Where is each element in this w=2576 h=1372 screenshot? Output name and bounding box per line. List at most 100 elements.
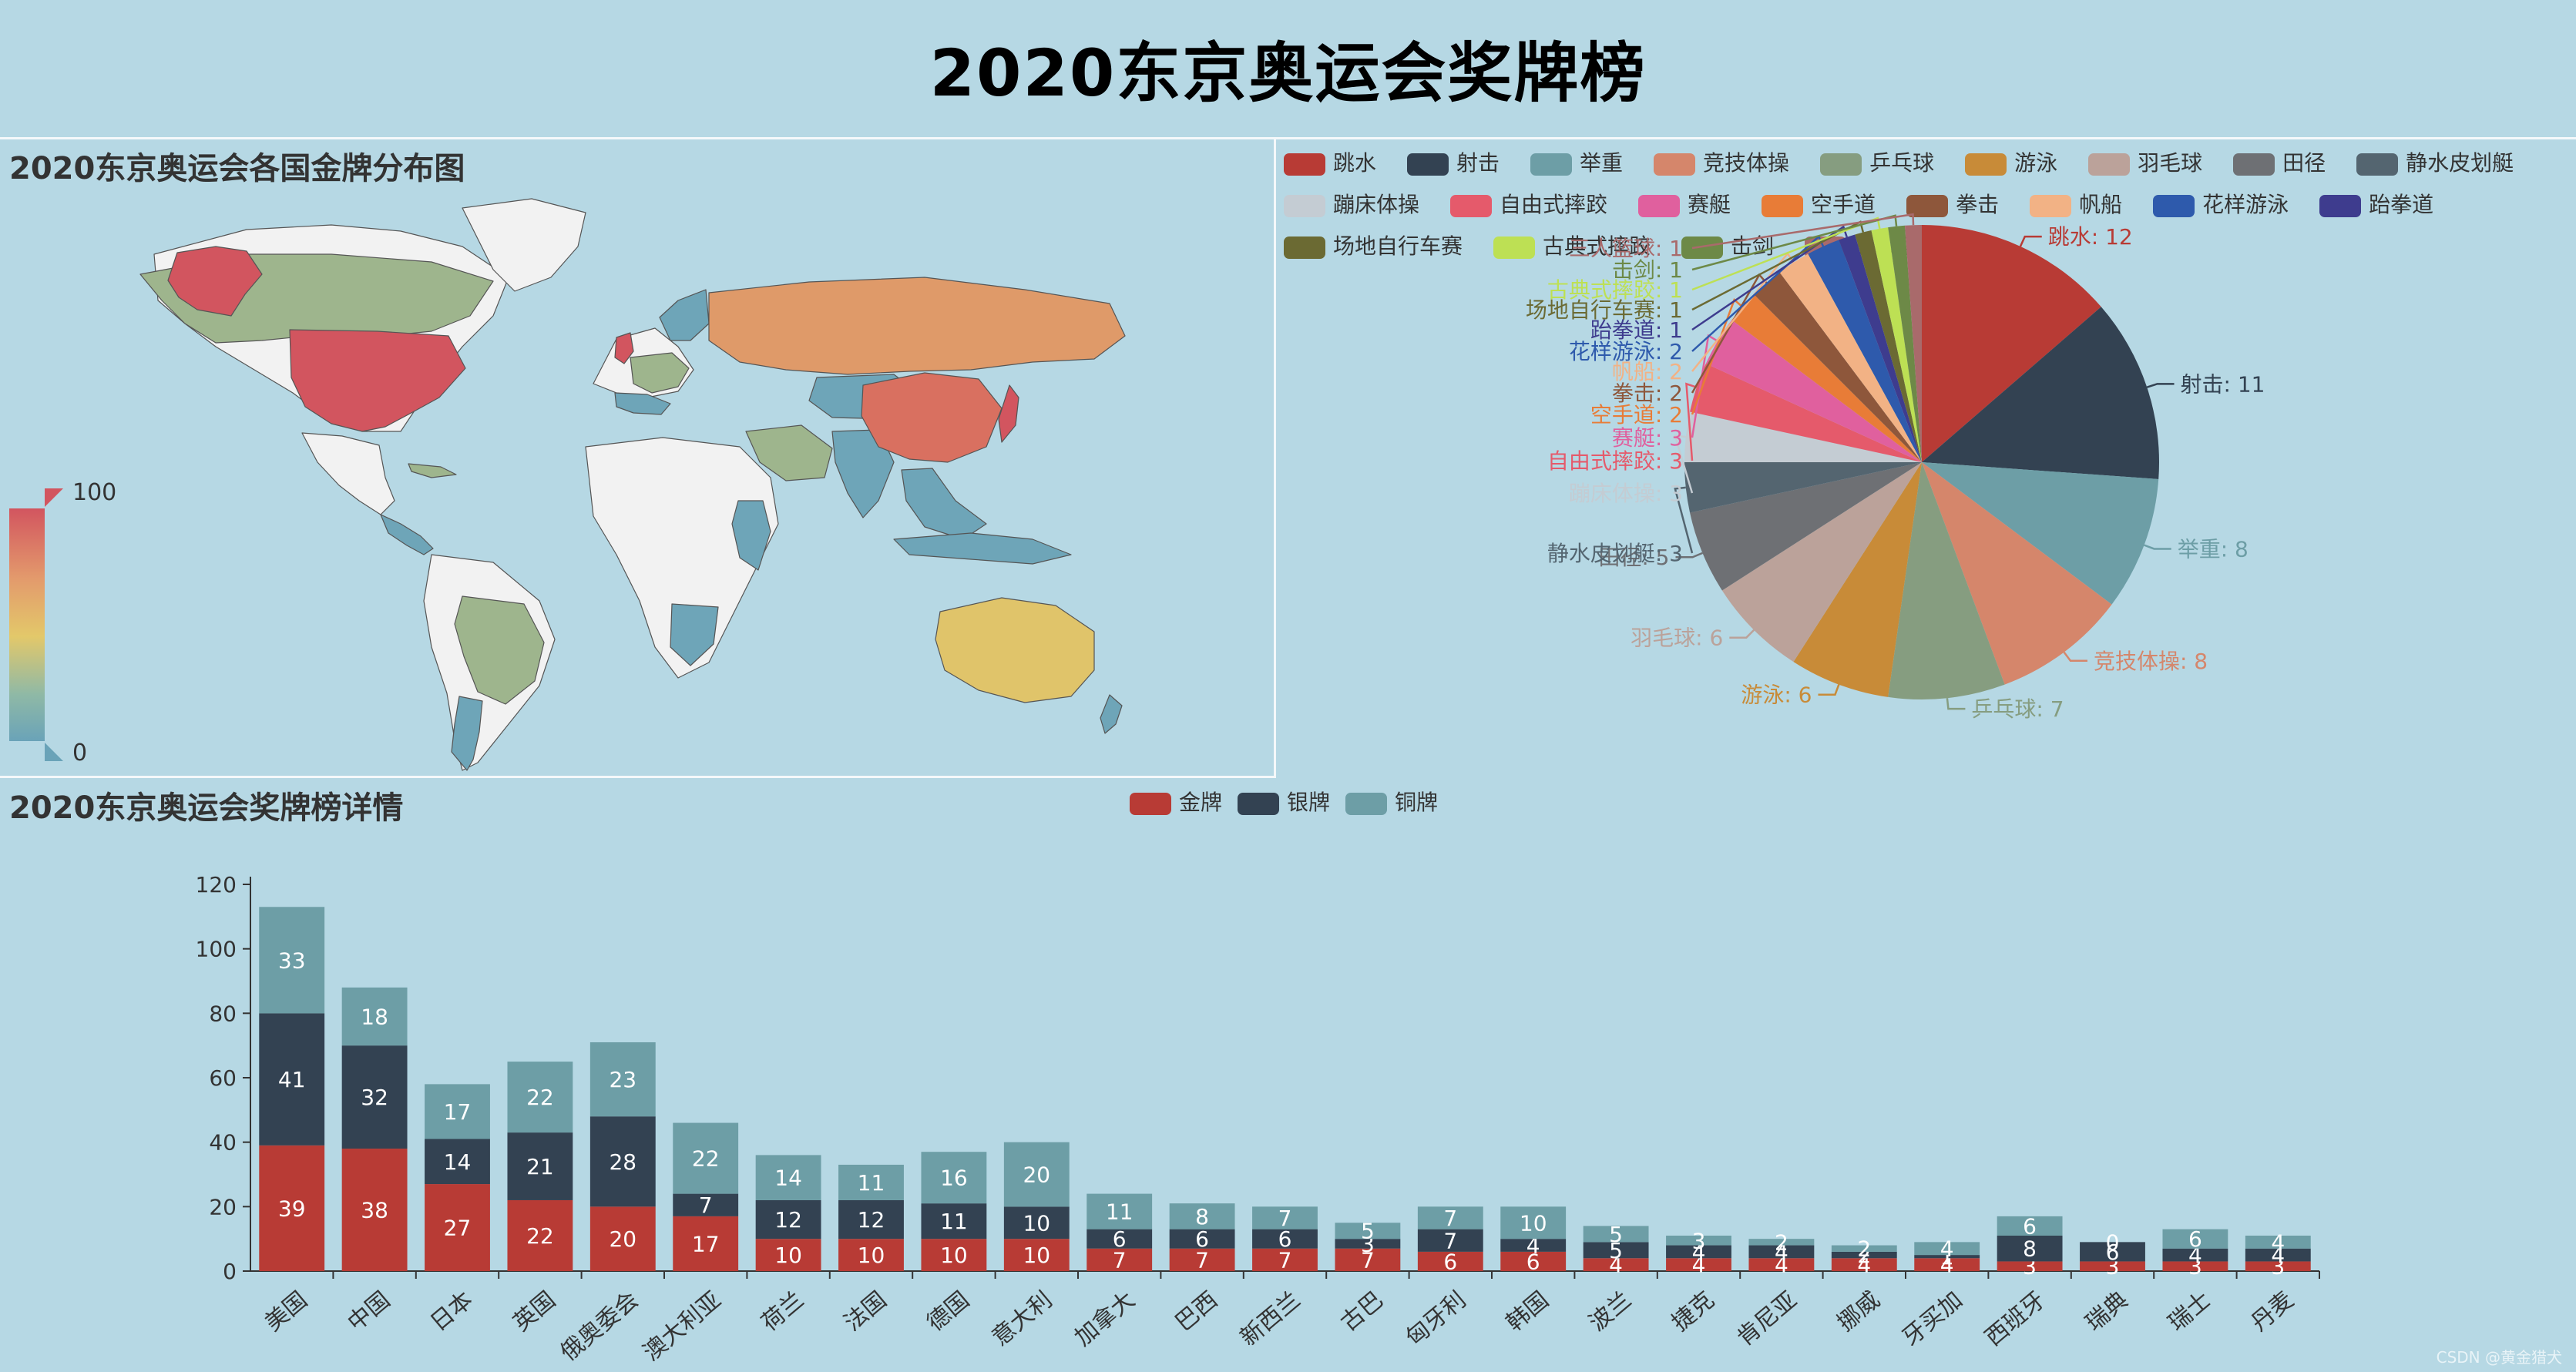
pie-slice[interactable] bbox=[1922, 462, 2159, 605]
bar-segment[interactable] bbox=[2162, 1248, 2228, 1262]
bar-segment[interactable] bbox=[1831, 1245, 1897, 1252]
pie-slice[interactable] bbox=[1684, 462, 1922, 513]
bar-segment[interactable] bbox=[838, 1199, 904, 1239]
pie-legend-item[interactable]: 空手道 bbox=[1762, 188, 1876, 219]
country-cuba[interactable] bbox=[408, 463, 457, 478]
pie-slice[interactable] bbox=[1922, 307, 2159, 479]
pie-slice[interactable] bbox=[1731, 294, 1922, 462]
pie-legend-item[interactable]: 跆拳道 bbox=[2319, 188, 2433, 219]
bar-segment[interactable] bbox=[259, 1145, 325, 1271]
country-china[interactable] bbox=[861, 372, 1003, 463]
bar-segment[interactable] bbox=[425, 1139, 490, 1185]
bar-segment[interactable] bbox=[1335, 1248, 1401, 1271]
bar-segment[interactable] bbox=[341, 1149, 408, 1271]
bar-segment[interactable] bbox=[1003, 1206, 1070, 1239]
bar-segment[interactable] bbox=[1748, 1258, 1815, 1271]
bar-segment[interactable] bbox=[425, 1084, 490, 1139]
visual-map-top-handle[interactable] bbox=[45, 488, 63, 507]
bar-segment[interactable] bbox=[507, 1132, 573, 1200]
country-alaska[interactable] bbox=[167, 246, 263, 317]
pie-legend-item[interactable]: 帆船 bbox=[2030, 188, 2122, 219]
pie-slice[interactable] bbox=[1922, 225, 2101, 462]
pie-slice[interactable] bbox=[1684, 411, 1922, 462]
pie-legend-item[interactable]: 自由式摔跤 bbox=[1450, 188, 1607, 219]
country-middle-east[interactable] bbox=[745, 424, 833, 481]
bar-segment[interactable] bbox=[1417, 1251, 1483, 1271]
pie-slice[interactable] bbox=[1793, 462, 1922, 697]
world-map[interactable]: 100 0 bbox=[0, 139, 1274, 776]
bar-segment[interactable] bbox=[2245, 1261, 2311, 1271]
bar-segment[interactable] bbox=[1086, 1193, 1153, 1229]
bar-segment[interactable] bbox=[1500, 1239, 1567, 1252]
bar-segment[interactable] bbox=[1914, 1242, 1980, 1256]
bar-segment[interactable] bbox=[1831, 1251, 1897, 1259]
visual-map-bottom-handle[interactable] bbox=[45, 743, 63, 761]
pie-legend-item[interactable]: 古典式摔跤 bbox=[1493, 230, 1651, 260]
bar-segment[interactable] bbox=[755, 1155, 821, 1200]
country-greenland[interactable] bbox=[462, 198, 586, 292]
bar-segment[interactable] bbox=[1086, 1229, 1153, 1249]
bar-segment[interactable] bbox=[1748, 1239, 1815, 1246]
pie-slice[interactable] bbox=[1705, 320, 1922, 462]
bar-segment[interactable] bbox=[1914, 1258, 1980, 1271]
country-southern-europe[interactable] bbox=[614, 392, 671, 415]
bar-segment[interactable] bbox=[1500, 1206, 1567, 1239]
pie-slice[interactable] bbox=[1905, 225, 1922, 462]
pie-slice[interactable] bbox=[1888, 462, 2005, 699]
country-japan[interactable] bbox=[998, 384, 1019, 443]
pie-slice[interactable] bbox=[1690, 462, 1922, 591]
bar-segment[interactable] bbox=[921, 1239, 987, 1271]
pie-slice[interactable] bbox=[1808, 240, 1922, 462]
bar-segment[interactable] bbox=[1831, 1258, 1897, 1271]
bar-segment[interactable] bbox=[1997, 1235, 2063, 1262]
pie-slice[interactable] bbox=[1779, 253, 1922, 462]
pie-legend-item[interactable]: 花样游泳 bbox=[2153, 188, 2289, 219]
bar-segment[interactable] bbox=[1583, 1242, 1649, 1259]
bar-segment[interactable] bbox=[1500, 1251, 1567, 1271]
pie-legend-item[interactable]: 静水皮划艇 bbox=[2356, 146, 2514, 177]
pie-legend-item[interactable]: 田径 bbox=[2233, 146, 2326, 177]
pie-legend-item[interactable]: 羽毛球 bbox=[2088, 146, 2202, 177]
bar-segment[interactable] bbox=[1003, 1239, 1070, 1271]
bar-segment[interactable] bbox=[1417, 1206, 1483, 1229]
bar-segment[interactable] bbox=[755, 1199, 821, 1239]
pie-legend-item[interactable]: 场地自行车赛 bbox=[1284, 230, 1463, 260]
pie-legend-item[interactable]: 跳水 bbox=[1284, 146, 1376, 177]
bar-segment[interactable] bbox=[838, 1239, 904, 1271]
bar-segment[interactable] bbox=[1335, 1223, 1401, 1239]
pie-legend-item[interactable]: 竞技体操 bbox=[1654, 146, 1789, 177]
bar-segment[interactable] bbox=[1997, 1261, 2063, 1271]
bar-segment[interactable] bbox=[1252, 1248, 1318, 1271]
country-east-africa[interactable] bbox=[731, 500, 771, 571]
bar-segment[interactable] bbox=[755, 1239, 821, 1271]
bar-segment[interactable] bbox=[341, 987, 408, 1046]
country-argentina-chile[interactable] bbox=[451, 696, 483, 771]
country-usa[interactable] bbox=[289, 329, 466, 432]
bar-segment[interactable] bbox=[1583, 1258, 1649, 1271]
pie-slice[interactable] bbox=[1754, 272, 1922, 462]
bar-segment[interactable] bbox=[1583, 1226, 1649, 1243]
pie-legend-item[interactable]: 拳击 bbox=[1906, 188, 1999, 219]
bar-segment[interactable] bbox=[838, 1164, 904, 1200]
bar-segment[interactable] bbox=[1666, 1258, 1731, 1271]
bar-legend-item[interactable]: 银牌 bbox=[1238, 786, 1330, 817]
bar-segment[interactable] bbox=[2245, 1235, 2311, 1249]
country-uk[interactable] bbox=[614, 332, 634, 364]
pie-legend-item[interactable]: 游泳 bbox=[1965, 146, 2057, 177]
pie-slice[interactable] bbox=[1871, 227, 1922, 462]
country-western-europe[interactable] bbox=[630, 352, 690, 394]
country-new-zealand[interactable] bbox=[1100, 694, 1123, 734]
bar-segment[interactable] bbox=[1252, 1206, 1318, 1229]
pie-legend-item[interactable]: 乒乓球 bbox=[1820, 146, 1934, 177]
bar-legend-item[interactable]: 铜牌 bbox=[1345, 786, 1438, 817]
country-indonesia[interactable] bbox=[893, 532, 1072, 565]
bar-segment[interactable] bbox=[341, 1045, 408, 1149]
country-australia[interactable] bbox=[935, 597, 1095, 703]
bar-segment[interactable] bbox=[673, 1216, 739, 1271]
bar-segment[interactable] bbox=[673, 1122, 739, 1194]
bar-segment[interactable] bbox=[1417, 1229, 1483, 1252]
bar-segment[interactable] bbox=[921, 1203, 987, 1239]
bar-segment[interactable] bbox=[1169, 1203, 1235, 1229]
bar-segment[interactable] bbox=[1914, 1255, 1980, 1259]
pie-slice[interactable] bbox=[1690, 364, 1922, 462]
